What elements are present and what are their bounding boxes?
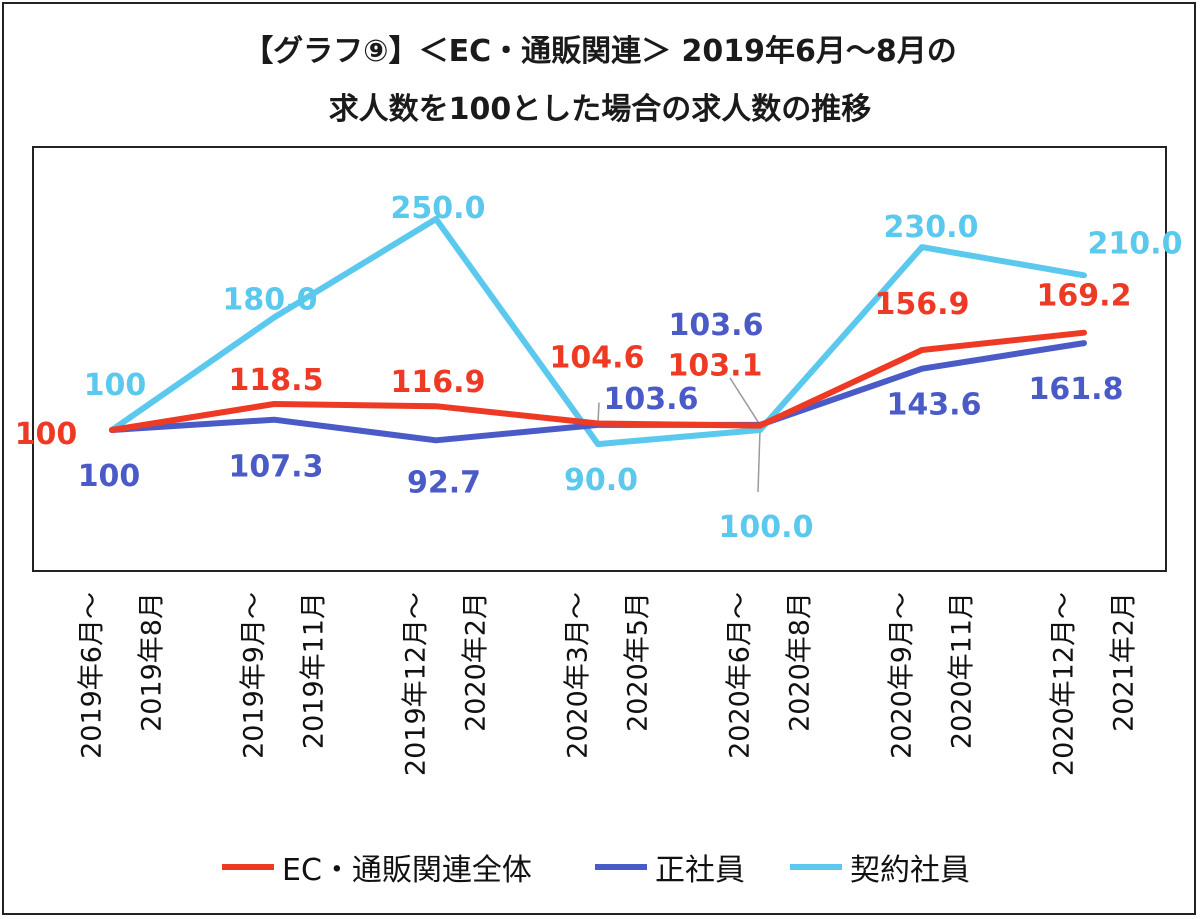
legend-item-seishain: 正社員 [595,842,745,892]
data-label-keiyaku: 210.0 [1088,226,1183,261]
leader-line [729,377,761,426]
chart-title-line-1: 【グラフ⑨】＜EC・通販関連＞ 2019年6月～8月の [243,34,957,69]
chart-title-line-2: 求人数を100とした場合の求人数の推移 [328,92,872,127]
data-label-total: 104.6 [550,341,645,376]
leader-line [597,402,600,424]
legend-item-keiyaku: 契約社員 [790,842,970,892]
category-label: 2019年11月 [299,592,330,749]
legend-swatch [222,864,274,870]
data-label-keiyaku: 230.0 [884,210,979,245]
data-label-total: 169.2 [1037,279,1132,314]
legend-label: 契約社員 [850,853,970,888]
data-label-seishain: 100 [78,459,141,494]
data-label-total: 116.9 [391,365,486,400]
legend: EC・通販関連全体 正社員 契約社員 [0,842,1200,892]
data-label-keiyaku: 100 [84,368,147,403]
line-chart: 100 118.5 116.9 104.6 103.1 156.9 169.2 100 107.… [15,146,1183,776]
data-label-seishain: 143.6 [887,388,982,423]
data-label-seishain: 92.7 [407,465,481,500]
leader-line [757,429,761,493]
data-label-total: 156.9 [875,287,970,322]
legend-label: EC・通販関連全体 [282,853,532,888]
data-label-keiyaku: 180.0 [223,282,318,317]
category-label: 2020年3月～ [563,592,594,759]
category-label: 2019年9月～ [239,592,270,759]
category-label: 2021年2月 [1109,592,1140,732]
leader-lines [597,377,761,493]
category-axis-labels: 2019年6月～ 2019年8月 2019年9月～ 2019年11月 2019年12月～… [77,592,1140,776]
data-label-seishain: 103.6 [604,382,699,417]
category-label: 2019年8月 [137,592,168,732]
series-lines [109,216,1087,448]
series-line-keiyaku [109,216,1087,448]
legend-item-total: EC・通販関連全体 [222,842,532,892]
data-label-total: 103.1 [668,349,763,384]
legend-swatch [790,864,842,870]
category-label: 2019年6月～ [77,592,108,759]
category-label: 2020年9月～ [887,592,918,759]
data-label-keiyaku: 90.0 [564,463,638,498]
data-label-keiyaku: 250.0 [391,191,486,226]
category-label: 2020年5月 [623,592,654,732]
data-label-seishain: 103.6 [669,308,764,343]
legend-swatch [595,864,647,870]
data-label-seishain: 161.8 [1029,372,1124,407]
category-label: 2020年6月～ [725,592,756,759]
data-label-total: 100 [15,417,78,452]
data-label-seishain: 107.3 [229,450,324,485]
category-label: 2019年12月～ [401,592,432,776]
series-line-total [109,329,1087,433]
data-label-keiyaku: 100.0 [719,510,814,545]
category-label: 2020年12月～ [1049,592,1080,776]
category-label: 2020年11月 [947,592,978,749]
data-labels: 100 118.5 116.9 104.6 103.1 156.9 169.2 100 107.… [15,191,1183,545]
category-label: 2020年2月 [461,592,492,732]
data-label-total: 118.5 [229,363,324,398]
legend-label: 正社員 [655,853,745,888]
category-label: 2020年8月 [785,592,816,732]
